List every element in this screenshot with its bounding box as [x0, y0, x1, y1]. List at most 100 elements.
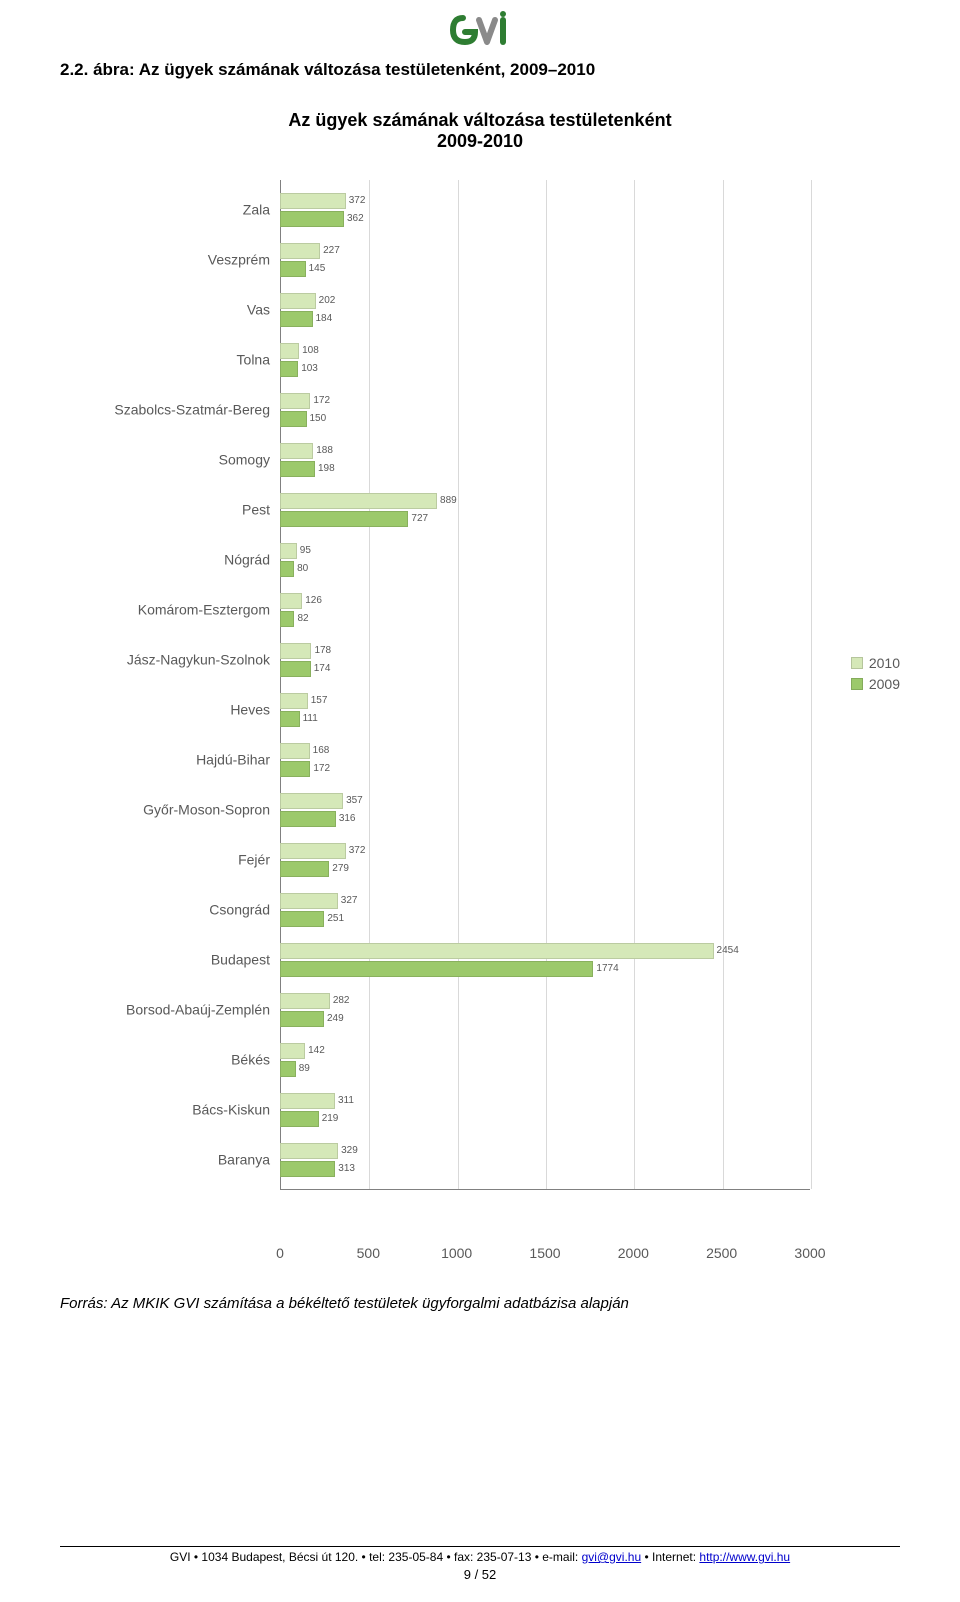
footer-email-link[interactable]: gvi@gvi.hu [582, 1550, 642, 1564]
chart-row: Békés14289 [60, 1035, 810, 1085]
chart-row: Budapest24541774 [60, 935, 810, 985]
category-label: Békés [60, 1052, 270, 1069]
bar-2009 [280, 461, 315, 477]
chart-row: Zala372362 [60, 185, 810, 235]
bar-2010 [280, 193, 346, 209]
bar-2009 [280, 861, 329, 877]
category-label: Győr-Moson-Sopron [60, 802, 270, 819]
legend-label-2009: 2009 [869, 676, 900, 692]
chart-row: Somogy 188 198 [60, 435, 810, 485]
chart-row: Nógrád9580 [60, 535, 810, 585]
value-label: 249 [327, 1013, 344, 1024]
value-label: 126 [305, 595, 322, 606]
bar-2010 [280, 793, 343, 809]
chart-row: Szabolcs-Szatmár-Bereg172150 [60, 385, 810, 435]
bar-2010 [280, 293, 316, 309]
category-label: Tolna [60, 352, 270, 369]
value-label: 2454 [717, 945, 739, 956]
bar-2010 [280, 693, 308, 709]
xtick-label: 2000 [618, 1245, 649, 1261]
bar-2010 [280, 493, 437, 509]
chart-row: Hajdú-Bihar168172 [60, 735, 810, 785]
value-label: 327 [341, 895, 358, 906]
bar-2009 [280, 361, 298, 377]
logo [445, 10, 515, 55]
chart-row: Borsod-Abaúj-Zemplén 282 249 [60, 985, 810, 1035]
bar-2009 [280, 1061, 296, 1077]
xtick-label: 3000 [794, 1245, 825, 1261]
section-title: 2.2. ábra: Az ügyek számának változása t… [60, 60, 595, 80]
xtick-label: 1000 [441, 1245, 472, 1261]
value-label: 80 [297, 563, 308, 574]
bar-2009 [280, 1011, 324, 1027]
value-label: 150 [310, 413, 327, 424]
bar-2010 [280, 593, 302, 609]
footer: GVI • 1034 Budapest, Bécsi út 120. • tel… [60, 1546, 900, 1582]
bar-2010 [280, 843, 346, 859]
bar-2009 [280, 811, 336, 827]
chart-row: Baranya329313 [60, 1135, 810, 1185]
bar-2009 [280, 761, 310, 777]
value-label: 145 [309, 263, 326, 274]
gridline [811, 180, 812, 1189]
bar-2009 [280, 711, 300, 727]
value-label: 362 [347, 213, 364, 224]
bar-2010 [280, 343, 299, 359]
value-label: 372 [349, 195, 366, 206]
chart-row: Bács-Kiskun 311 219 [60, 1085, 810, 1135]
bar-2010 [280, 1043, 305, 1059]
category-label: Csongrád [60, 902, 270, 919]
bar-2010 [280, 1093, 335, 1109]
xtick-label: 2500 [706, 1245, 737, 1261]
category-label: Fejér [60, 852, 270, 869]
value-label: 282 [333, 995, 350, 1006]
bar-2009 [280, 511, 408, 527]
value-label: 142 [308, 1045, 325, 1056]
value-label: 311 [338, 1095, 354, 1106]
value-label: 357 [346, 795, 363, 806]
bar-2010 [280, 893, 338, 909]
chart-row: Jász-Nagykun-Szolnok178174 [60, 635, 810, 685]
legend-swatch-2010 [851, 657, 863, 669]
value-label: 1774 [596, 963, 618, 974]
chart-area: Zala372362Veszprém227145Vas202184Tolna10… [60, 180, 900, 1280]
footer-url-link[interactable]: http://www.gvi.hu [699, 1550, 790, 1564]
bar-2010 [280, 393, 310, 409]
chart-row: Pest 889 727 [60, 485, 810, 535]
bar-2010 [280, 243, 320, 259]
legend-label-2010: 2010 [869, 655, 900, 671]
bar-2009 [280, 411, 307, 427]
chart-row: Komárom-Esztergom12682 [60, 585, 810, 635]
value-label: 95 [300, 545, 311, 556]
category-label: Pest [60, 502, 270, 519]
value-label: 198 [318, 463, 335, 474]
footer-text-mid: • Internet: [644, 1550, 699, 1564]
bar-2009 [280, 261, 306, 277]
bar-2010 [280, 543, 297, 559]
value-label: 279 [332, 863, 349, 874]
value-label: 889 [440, 495, 457, 506]
value-label: 227 [323, 245, 340, 256]
chart-row: Vas202184 [60, 285, 810, 335]
value-label: 313 [338, 1163, 355, 1174]
bar-2009 [280, 1161, 335, 1177]
value-label: 157 [311, 695, 328, 706]
value-label: 174 [314, 663, 331, 674]
xtick-label: 1500 [529, 1245, 560, 1261]
category-label: Bács-Kiskun [60, 1102, 270, 1119]
legend-item-2009: 2009 [851, 676, 900, 692]
category-label: Baranya [60, 1152, 270, 1169]
bar-2009 [280, 1111, 319, 1127]
source-note: Forrás: Az MKIK GVI számítása a békéltet… [60, 1295, 629, 1312]
chart-row: Fejér372279 [60, 835, 810, 885]
footer-text-prefix: GVI • 1034 Budapest, Bécsi út 120. • tel… [170, 1550, 582, 1564]
value-label: 219 [322, 1113, 339, 1124]
category-label: Jász-Nagykun-Szolnok [60, 652, 270, 669]
category-label: Somogy [60, 452, 270, 469]
value-label: 727 [411, 513, 428, 524]
bar-2010 [280, 943, 714, 959]
value-label: 188 [316, 445, 333, 456]
category-label: Hajdú-Bihar [60, 752, 270, 769]
category-label: Borsod-Abaúj-Zemplén [60, 1002, 270, 1019]
value-label: 172 [313, 763, 330, 774]
